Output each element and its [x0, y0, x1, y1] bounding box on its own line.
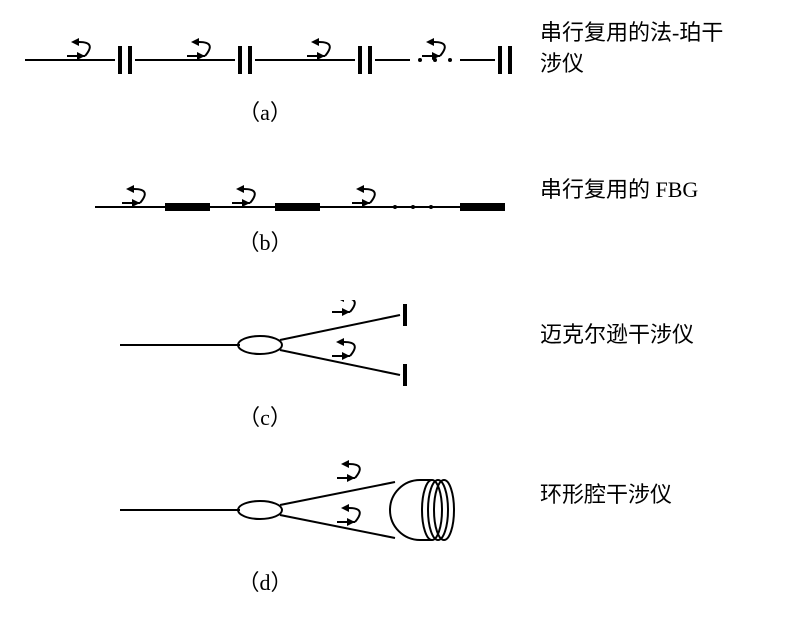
label-c-line1: 迈克尔逊干涉仪: [540, 320, 694, 351]
diagram-c: [120, 300, 450, 395]
sublabel-a: （a）: [225, 95, 305, 127]
label-a: 串行复用的法-珀干 涉仪: [540, 18, 723, 80]
diagram-a: [25, 20, 525, 85]
label-a-line2: 涉仪: [540, 49, 723, 80]
label-a-line1: 串行复用的法-珀干: [540, 18, 723, 49]
label-b-line1: 串行复用的 FBG: [540, 175, 698, 206]
label-b: 串行复用的 FBG: [540, 175, 698, 206]
label-d-line1: 环形腔干涉仪: [540, 480, 672, 511]
sublabel-b: （b）: [225, 225, 305, 257]
label-d: 环形腔干涉仪: [540, 480, 672, 511]
sublabel-c: （c）: [225, 400, 305, 432]
label-c: 迈克尔逊干涉仪: [540, 320, 694, 351]
diagram-d: [120, 460, 480, 565]
diagram-b: [95, 175, 515, 230]
sublabel-d: （d）: [225, 565, 305, 597]
